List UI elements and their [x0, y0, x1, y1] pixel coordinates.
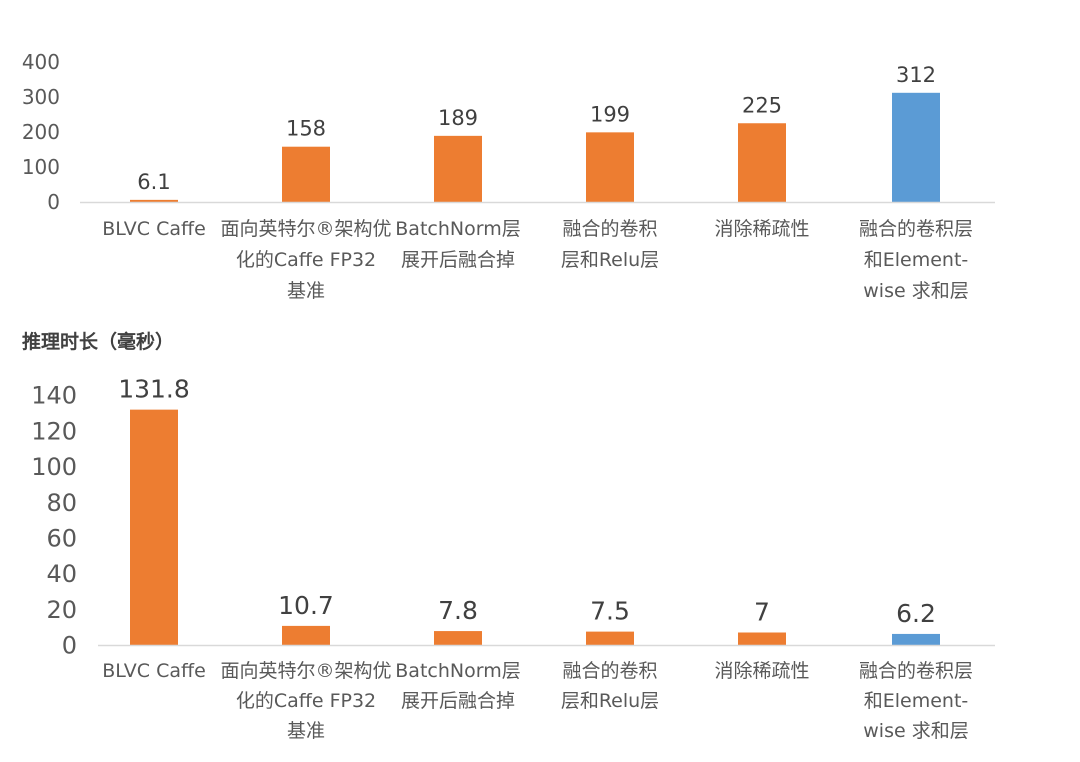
x-category-label: 消除稀疏性	[714, 660, 809, 682]
x-category-label: 展开后融合掉	[401, 249, 515, 271]
y-tick-label: 0	[47, 190, 60, 214]
x-category-label: 和Element-	[864, 249, 969, 271]
x-category-label: BatchNorm层	[395, 218, 520, 240]
bar	[892, 633, 940, 645]
y-tick-label: 20	[46, 596, 77, 624]
y-tick-label: 300	[22, 85, 60, 109]
x-category-label: wise 求和层	[863, 280, 968, 302]
y-tick-label: 140	[31, 382, 77, 410]
y-tick-label: 200	[22, 120, 60, 144]
data-label: 7.5	[590, 597, 630, 626]
x-category-label: 层和Relu层	[561, 249, 659, 271]
x-category-label: 和Element-	[864, 690, 969, 712]
data-label: 189	[438, 106, 478, 130]
data-label: 10.7	[278, 591, 334, 620]
x-category-label: 面向英特尔®架构优	[220, 660, 391, 682]
data-label: 158	[286, 117, 326, 141]
x-category-label: BatchNorm层	[395, 660, 520, 682]
x-category-label: BLVC Caffe	[102, 218, 206, 240]
chart-bottom: 0 20 40 60 80 100 120 140 131.8 10.7 7.8 7.5 7 6.2 BLV…	[31, 375, 995, 742]
chart-top: 0 100 200 300 400 6.1 158 189 199 225 312 BLVC Caff…	[22, 50, 995, 302]
y-tick-label: 120	[31, 417, 77, 445]
bar	[738, 123, 786, 202]
x-category-label: 展开后融合掉	[401, 690, 515, 712]
x-category-label: 面向英特尔®架构优	[220, 218, 391, 240]
y-tick-label: 40	[46, 560, 77, 588]
bar	[738, 632, 786, 645]
bar	[434, 135, 482, 202]
bar	[434, 631, 482, 645]
data-label: 199	[590, 102, 630, 126]
data-label: 6.2	[896, 599, 936, 628]
data-label: 6.1	[137, 170, 170, 194]
bar	[282, 625, 330, 645]
bar	[586, 631, 634, 645]
y-tick-label: 80	[46, 489, 77, 517]
x-category-label: 基准	[287, 280, 325, 302]
x-category-label: 化的Caffe FP32	[236, 249, 376, 271]
y-tick-label: 0	[62, 632, 77, 660]
data-label: 7	[754, 598, 770, 627]
bar	[130, 409, 178, 645]
y-tick-label: 100	[31, 453, 77, 481]
x-category-label: 融合的卷积层	[859, 218, 973, 240]
bar	[282, 146, 330, 202]
x-category-label: 层和Relu层	[561, 690, 659, 712]
bar	[130, 199, 178, 202]
y-axis-title: 推理时长（毫秒）	[22, 330, 174, 353]
y-tick-label: 400	[22, 50, 60, 74]
x-category-label: BLVC Caffe	[102, 660, 206, 682]
data-label: 131.8	[118, 375, 190, 404]
x-category-label: 融合的卷积	[562, 218, 657, 240]
data-label: 312	[896, 63, 936, 87]
x-category-label: 融合的卷积	[562, 660, 657, 682]
x-category-label: wise 求和层	[863, 720, 968, 742]
bar	[892, 92, 940, 202]
x-category-label: 消除稀疏性	[714, 218, 809, 240]
x-category-label: 基准	[287, 720, 325, 742]
bar	[586, 132, 634, 202]
data-label: 225	[742, 93, 782, 117]
x-category-label: 融合的卷积层	[859, 660, 973, 682]
data-label: 7.8	[438, 596, 478, 625]
y-tick-label: 100	[22, 155, 60, 179]
x-category-label: 化的Caffe FP32	[236, 690, 376, 712]
y-tick-label: 60	[46, 524, 77, 552]
